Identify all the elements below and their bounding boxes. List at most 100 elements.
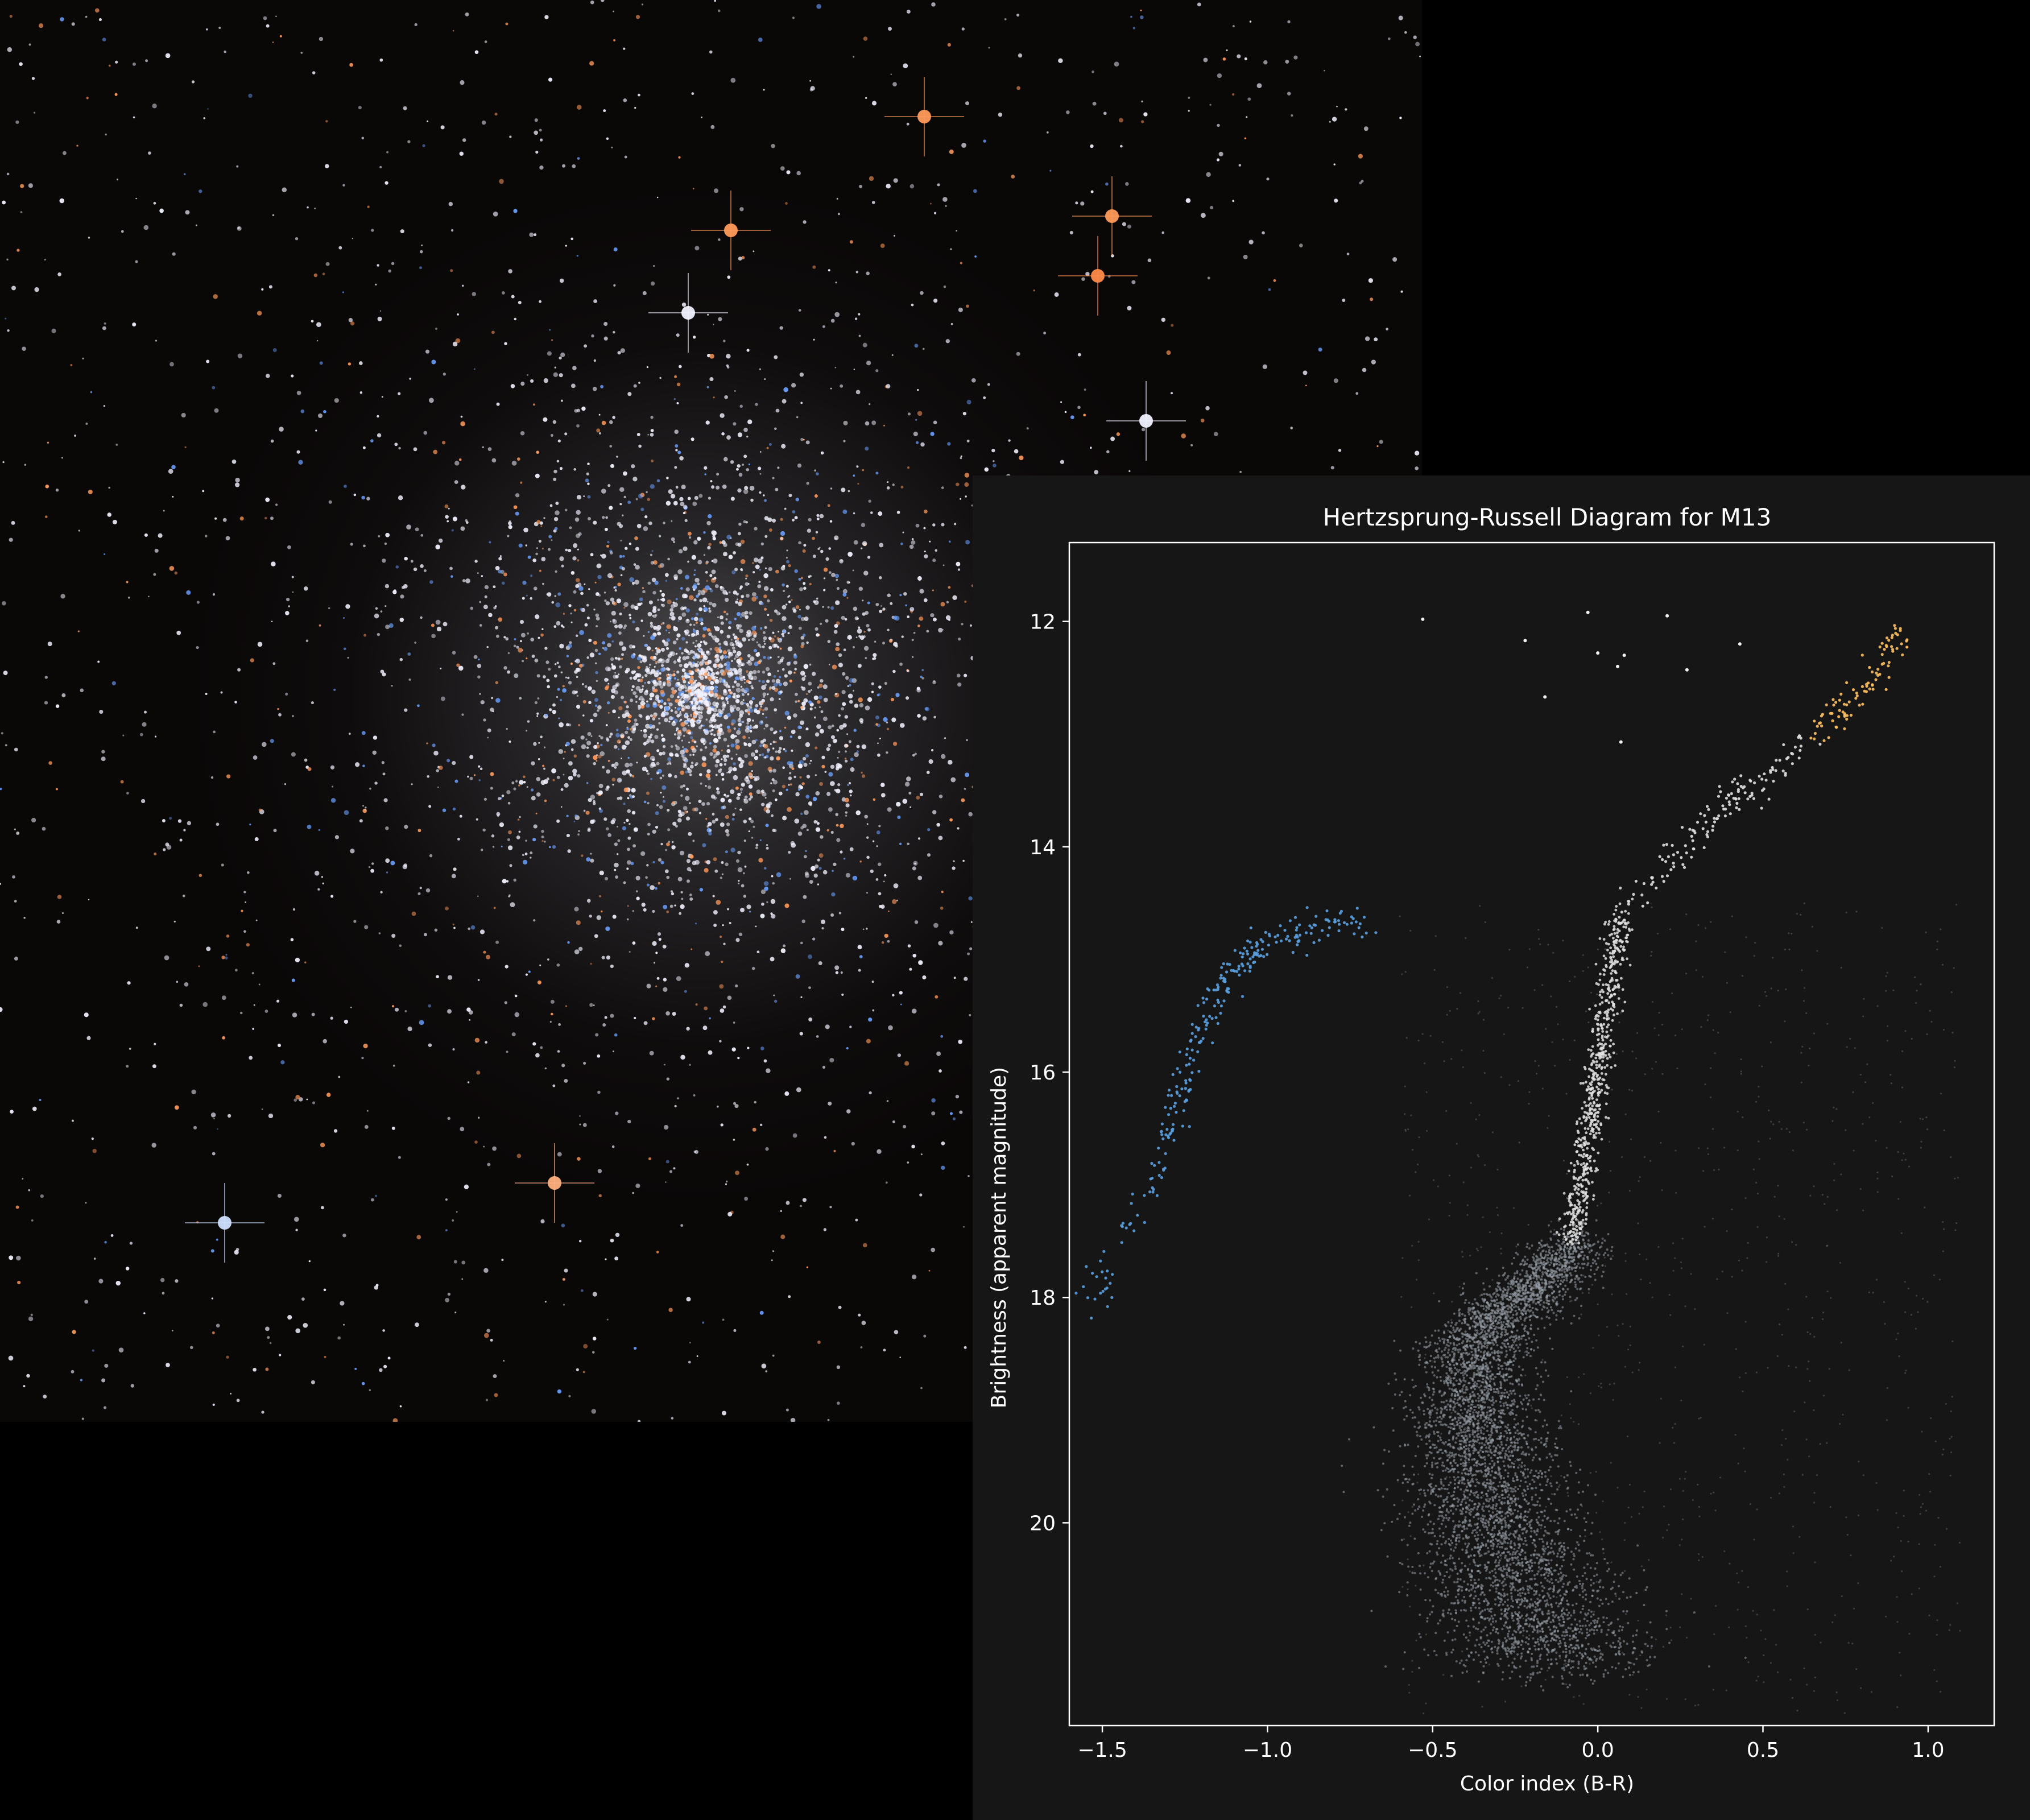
photo-star	[640, 730, 642, 732]
photo-star	[314, 208, 316, 210]
photo-star	[788, 600, 791, 603]
photo-star	[381, 396, 383, 398]
photo-star	[610, 464, 615, 468]
photo-star	[803, 664, 809, 669]
photo-star	[836, 729, 840, 732]
photo-star	[698, 799, 702, 803]
photo-star	[199, 189, 202, 193]
photo-star	[802, 549, 806, 553]
photo-star	[172, 252, 176, 256]
photo-star	[803, 220, 807, 224]
photo-star	[621, 566, 625, 571]
photo-star	[816, 597, 818, 600]
photo-star	[564, 751, 566, 753]
photo-star	[427, 775, 430, 778]
photo-star	[691, 702, 694, 705]
photo-star	[900, 542, 903, 545]
photo-star	[909, 806, 912, 808]
photo-star	[801, 677, 806, 681]
photo-star	[753, 776, 755, 779]
photo-star	[704, 730, 709, 735]
photo-star	[692, 754, 694, 756]
photo-star	[520, 640, 522, 643]
photo-star	[814, 706, 816, 709]
photo-star	[279, 35, 282, 38]
photo-star	[1413, 35, 1417, 39]
photo-star	[647, 681, 651, 684]
photo-star	[855, 390, 861, 395]
photo-star	[694, 645, 697, 648]
photo-star	[964, 600, 967, 603]
photo-star	[673, 541, 675, 543]
photo-star	[531, 796, 536, 801]
photo-star	[597, 1090, 601, 1094]
photo-star	[956, 230, 957, 232]
photo-star	[721, 758, 723, 760]
photo-star	[847, 635, 852, 640]
photo-star	[202, 490, 205, 493]
photo-star	[722, 590, 727, 595]
photo-star	[684, 810, 688, 814]
photo-star	[646, 883, 650, 887]
photo-star	[848, 781, 851, 785]
photo-star	[920, 1153, 923, 1156]
photo-star	[837, 1401, 840, 1405]
photo-star	[706, 386, 709, 388]
photo-star	[794, 516, 798, 520]
photo-star	[953, 977, 956, 979]
photo-star	[756, 710, 760, 714]
photo-star	[699, 599, 702, 602]
photo-star	[226, 774, 231, 779]
photo-star	[568, 775, 573, 781]
photo-star	[649, 663, 651, 666]
photo-star	[1018, 53, 1023, 58]
photo-star	[621, 514, 624, 517]
photo-star	[969, 947, 973, 950]
data-point	[1440, 1423, 1442, 1426]
photo-star	[104, 1240, 107, 1244]
photo-star	[1188, 96, 1190, 99]
photo-star	[97, 660, 100, 663]
photo-star	[716, 485, 720, 490]
photo-star	[143, 225, 149, 230]
photo-star	[865, 446, 869, 451]
photo-star	[636, 896, 640, 900]
photo-star	[643, 729, 647, 733]
photo-star	[205, 28, 208, 31]
photo-star	[688, 662, 692, 665]
photo-star	[661, 593, 665, 597]
photo-star	[125, 1267, 130, 1271]
photo-star	[509, 135, 512, 138]
photo-star	[766, 846, 769, 850]
photo-star	[445, 1229, 448, 1232]
photo-star	[853, 56, 855, 58]
photo-star	[598, 1194, 602, 1198]
photo-star	[636, 762, 638, 764]
photo-star	[582, 714, 585, 717]
photo-star	[399, 1405, 402, 1408]
photo-star	[483, 950, 486, 954]
photo-star	[526, 657, 528, 660]
photo-star	[936, 1051, 941, 1056]
photo-star	[548, 77, 553, 82]
photo-star	[427, 120, 428, 122]
photo-star	[778, 638, 783, 643]
chart-title: Hertzsprung-Russell Diagram for M13	[1323, 503, 1772, 531]
photo-star	[834, 367, 837, 369]
photo-star	[714, 647, 719, 652]
photo-star	[555, 570, 557, 573]
photo-star	[920, 291, 924, 295]
photo-star	[599, 870, 604, 875]
photo-star	[677, 1097, 679, 1099]
photo-star	[653, 560, 658, 565]
photo-star	[572, 164, 576, 168]
photo-star	[932, 810, 937, 814]
photo-star	[739, 808, 742, 811]
photo-star	[513, 787, 516, 791]
photo-star	[426, 742, 428, 744]
photo-star	[730, 743, 735, 748]
photo-star	[676, 714, 680, 718]
photo-star	[911, 540, 916, 545]
photo-star	[507, 652, 510, 654]
photo-star	[696, 1355, 698, 1357]
